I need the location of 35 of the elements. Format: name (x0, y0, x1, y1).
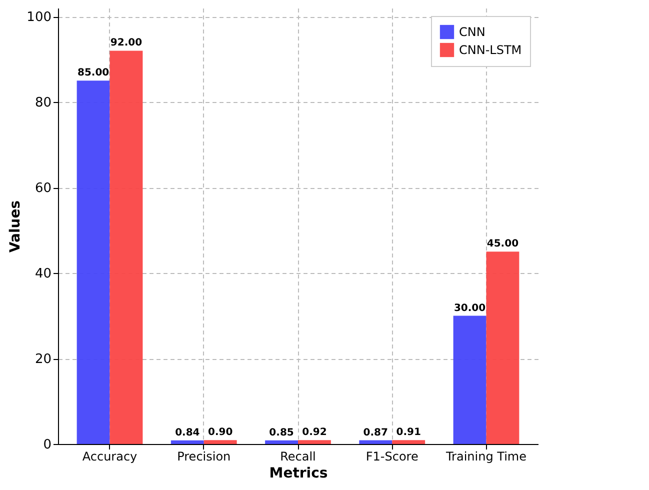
data-label: 0.87 (363, 427, 388, 438)
y-tick-label: 0 (43, 438, 52, 452)
y-tick-label: 80 (34, 96, 52, 111)
bar (453, 316, 486, 444)
x-tick-label: F1-Score (366, 450, 418, 464)
data-label: 0.90 (208, 427, 233, 438)
x-tick-label: Accuracy (82, 450, 138, 464)
x-axis-title: Metrics (269, 466, 328, 482)
data-label: 0.85 (269, 427, 294, 438)
data-label: 0.92 (302, 427, 327, 438)
y-tick-label: 100 (26, 10, 52, 26)
x-tick-label: Precision (177, 450, 231, 464)
data-label: 45.00 (486, 238, 519, 250)
data-label: 92.00 (110, 38, 142, 49)
x-tick-label: Training Time (444, 450, 526, 464)
legend-label: CNN (459, 25, 486, 39)
data-label: 0.84 (175, 427, 200, 438)
bar (110, 50, 143, 444)
bar (298, 440, 331, 444)
legend-label: CNN-LSTM (459, 43, 522, 57)
bar (204, 440, 237, 444)
y-tick-label: 60 (34, 181, 52, 196)
bar (486, 252, 520, 444)
y-tick-label: 40 (34, 266, 52, 282)
bar (265, 440, 298, 444)
bar (170, 440, 204, 444)
y-tick-label: 20 (34, 352, 52, 368)
y-axis-title: Values (8, 200, 24, 253)
bar (359, 440, 392, 444)
data-label: 30.00 (454, 302, 486, 314)
x-tick-label: Recall (280, 450, 316, 464)
data-label: 85.00 (77, 68, 110, 79)
bar (392, 440, 426, 444)
bar (76, 80, 110, 444)
data-label: 0.91 (396, 427, 421, 438)
